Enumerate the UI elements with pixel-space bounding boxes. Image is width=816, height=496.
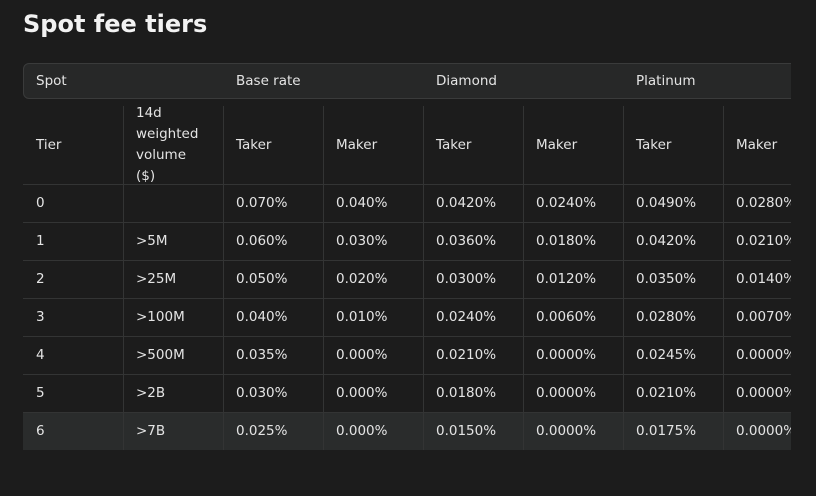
table-cell: >500M xyxy=(136,347,185,363)
row-divider xyxy=(23,374,791,375)
table-cell: >7B xyxy=(136,423,166,439)
column-header: Tier xyxy=(36,136,62,153)
table-cell: 0.020% xyxy=(336,271,388,287)
table-cell: 0.000% xyxy=(336,423,388,439)
table-cell: >25M xyxy=(136,271,177,287)
table-cell: 0.0350% xyxy=(636,271,697,287)
table-cell: 0.070% xyxy=(236,195,288,211)
table-cell: 0.0000% xyxy=(536,423,597,439)
column-header: Taker xyxy=(236,136,272,153)
table-cell: 0.0240% xyxy=(536,195,597,211)
table-cell: 0.0280% xyxy=(636,309,697,325)
column-divider xyxy=(723,106,724,450)
group-header-label: Base rate xyxy=(236,73,301,89)
table-cell: 0.010% xyxy=(336,309,388,325)
table-cell: 0.000% xyxy=(336,385,388,401)
table-cell: 0.030% xyxy=(236,385,288,401)
table-cell: 0.0180% xyxy=(536,233,597,249)
table-cell: 6 xyxy=(36,423,45,439)
table-cell: 0 xyxy=(36,195,45,211)
column-header: Maker xyxy=(336,136,378,153)
table-cell: 0.0150% xyxy=(436,423,497,439)
table-cell: 0.0280% xyxy=(736,195,791,211)
table-cell: 4 xyxy=(36,347,45,363)
row-divider xyxy=(23,222,791,223)
fee-table: Spot Base rate Diamond Platinum Tier 14d weig… xyxy=(23,63,791,453)
column-divider xyxy=(123,106,124,450)
table-cell: 0.0420% xyxy=(436,195,497,211)
row-divider xyxy=(23,184,791,185)
table-cell: 0.0000% xyxy=(736,385,791,401)
row-divider xyxy=(23,298,791,299)
column-header: Taker xyxy=(436,136,472,153)
table-cell: 0.0000% xyxy=(536,385,597,401)
column-header: Maker xyxy=(536,136,578,153)
table-cell: 0.0210% xyxy=(636,385,697,401)
table-cell: 0.0000% xyxy=(536,347,597,363)
column-header: 14d weighted volume ($) xyxy=(136,105,199,184)
table-cell: 0.040% xyxy=(236,309,288,325)
table-cell: 0.035% xyxy=(236,347,288,363)
table-cell: 0.0360% xyxy=(436,233,497,249)
table-cell: 2 xyxy=(36,271,45,287)
table-cell: 0.0180% xyxy=(436,385,497,401)
table-cell: 0.0300% xyxy=(436,271,497,287)
table-cell: 0.0240% xyxy=(436,309,497,325)
table-cell: 0.0210% xyxy=(736,233,791,249)
table-cell: >100M xyxy=(136,309,185,325)
column-divider xyxy=(223,106,224,450)
table-cell: 0.0175% xyxy=(636,423,697,439)
table-cell: 0.0490% xyxy=(636,195,697,211)
row-divider xyxy=(23,336,791,337)
table-cell: 3 xyxy=(36,309,45,325)
column-header: Taker xyxy=(636,136,672,153)
column-header: Maker xyxy=(736,136,778,153)
column-divider xyxy=(323,106,324,450)
table-cell: 0.000% xyxy=(336,347,388,363)
page-title: Spot fee tiers xyxy=(23,10,208,38)
group-header-label: Spot xyxy=(36,73,67,89)
table-cell: 0.025% xyxy=(236,423,288,439)
row-divider xyxy=(23,260,791,261)
column-divider xyxy=(523,106,524,450)
table-cell: 0.0210% xyxy=(436,347,497,363)
table-cell: 0.0000% xyxy=(736,423,791,439)
table-cell: 0.0060% xyxy=(536,309,597,325)
table-cell: 5 xyxy=(36,385,45,401)
row-divider xyxy=(23,412,791,413)
table-cell: 0.060% xyxy=(236,233,288,249)
table-cell: 0.0070% xyxy=(736,309,791,325)
table-cell: 0.050% xyxy=(236,271,288,287)
table-cell: 0.0000% xyxy=(736,347,791,363)
table-cell: 0.0120% xyxy=(536,271,597,287)
table-cell: 0.040% xyxy=(336,195,388,211)
table-cell: >2B xyxy=(136,385,166,401)
table-cell: >5M xyxy=(136,233,168,249)
table-cell: 0.0245% xyxy=(636,347,697,363)
table-cell: 0.030% xyxy=(336,233,388,249)
row-highlight xyxy=(23,412,791,450)
group-header-label: Platinum xyxy=(636,73,696,89)
table-cell: 0.0140% xyxy=(736,271,791,287)
group-header-label: Diamond xyxy=(436,73,497,89)
table-cell: 0.0420% xyxy=(636,233,697,249)
column-divider xyxy=(423,106,424,450)
table-cell: 1 xyxy=(36,233,45,249)
group-header xyxy=(23,63,791,99)
column-divider xyxy=(623,106,624,450)
